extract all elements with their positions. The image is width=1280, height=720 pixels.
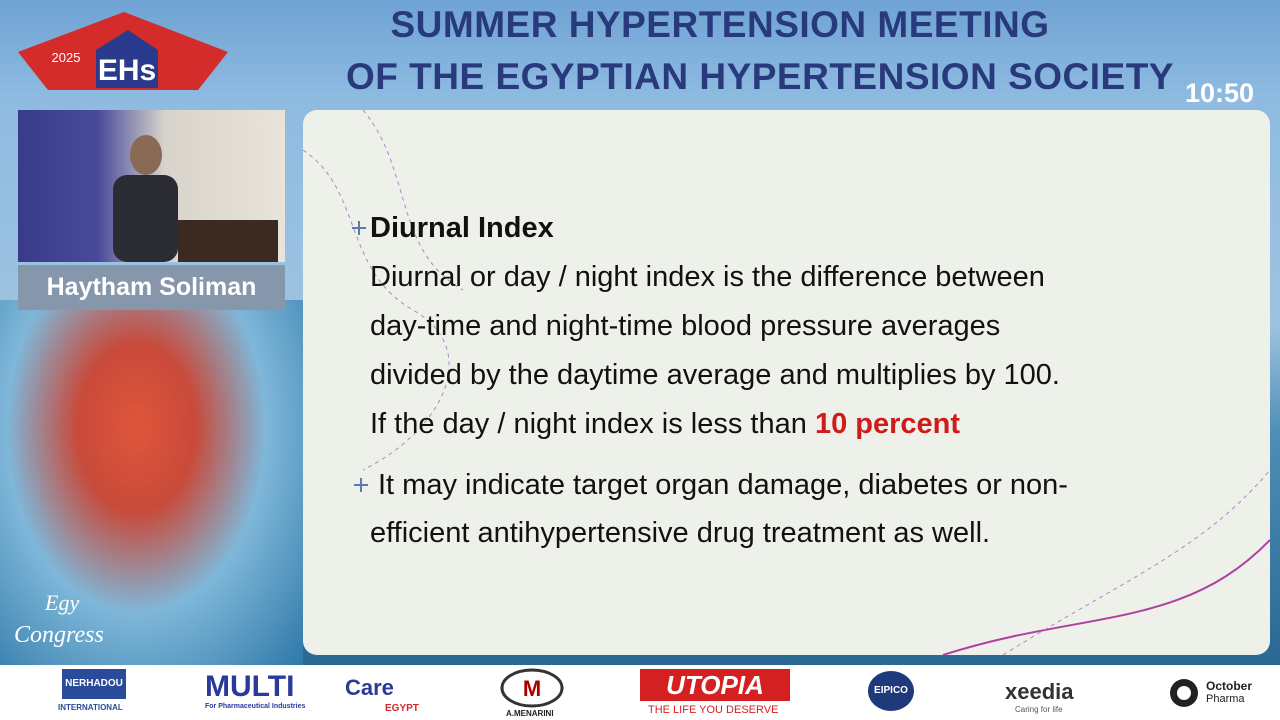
paragraph-line: day-time and night-time blood pressure a… <box>370 310 1001 342</box>
sponsor-icon <box>1170 679 1198 707</box>
speaker-video <box>18 110 285 262</box>
background-art <box>0 300 303 665</box>
watermark: Congress <box>14 622 104 648</box>
sponsor-logo: MULTI <box>205 670 295 703</box>
sponsor-sub: For Pharmaceutical Industries <box>205 703 306 710</box>
watermark: Egy <box>45 590 80 615</box>
slide-decoration <box>303 110 1270 655</box>
title-line: OF THE EGYPTIAN HYPERTENSION SOCIETY <box>346 56 1174 97</box>
sponsor-sub: Pharma <box>1206 693 1245 705</box>
sponsor-logo: Care <box>345 675 394 700</box>
paragraph-line: divided by the daytime average and multi… <box>370 359 1060 391</box>
highlight: 10 percent <box>814 408 961 440</box>
bullet-line: efficient antihypertensive drug treatmen… <box>370 517 991 549</box>
sponsor-bar: NERHADOU INTERNATIONAL MULTI Care For Ph… <box>0 665 1280 720</box>
logo-text: EHs <box>98 54 156 87</box>
logo: 2025 EHs <box>18 12 228 90</box>
bullet-plus <box>354 478 368 492</box>
bullet-line: It may indicate target organ damage, dia… <box>378 469 1068 501</box>
slide <box>303 110 1270 655</box>
sponsor-sub: THE LIFE YOU DESERVE <box>648 704 779 716</box>
sponsor-icon: M <box>500 668 564 708</box>
sponsor-sub: Caring for life <box>1015 705 1063 714</box>
sponsor-sub: INTERNATIONAL <box>58 703 123 712</box>
svg-text:M: M <box>523 676 541 701</box>
bullet-plus <box>352 221 366 235</box>
sponsor-sub: EGYPT <box>385 703 419 714</box>
sponsor-logo: October <box>1206 679 1253 693</box>
sponsor-logo: EIPICO <box>868 671 914 711</box>
paragraph-text: If the day / night index is less than <box>370 408 807 440</box>
sponsor-logo: xeedia <box>1005 679 1074 704</box>
clock: 10:50 <box>1185 78 1255 108</box>
paragraph-line: If the day / night index is less than 10… <box>370 407 960 441</box>
sponsor-logo: A.MENARINI <box>506 709 554 718</box>
speaker-figure <box>113 135 278 262</box>
logo-year: 2025 <box>52 50 81 65</box>
sponsor-logo: NERHADOU <box>62 669 126 699</box>
paragraph-line: Diurnal or day / night index is the diff… <box>370 261 1045 293</box>
sponsor-logo: UTOPIA <box>640 669 790 701</box>
title-line: SUMMER HYPERTENSION MEETING <box>390 4 1050 45</box>
speaker-name: Haytham Soliman <box>18 265 285 310</box>
slide-heading: Diurnal Index <box>370 212 554 244</box>
